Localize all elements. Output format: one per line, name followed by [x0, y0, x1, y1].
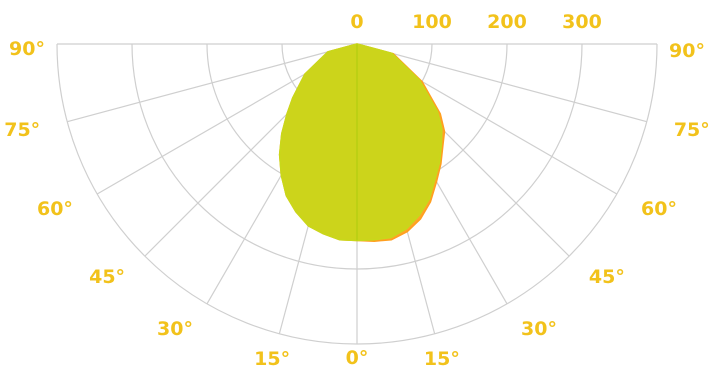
radial-tick-label: 0 — [350, 11, 363, 33]
tick-labels: 0 100 200 300 90° 75° 60° 45° 30° 15° 15° 30° 45° 60°… — [4, 11, 710, 370]
grid-spoke — [356, 43, 647, 123]
radial-tick-label: 100 — [412, 11, 452, 33]
angle-tick-label: 15° — [254, 348, 290, 370]
angle-tick-label: 45° — [589, 266, 625, 288]
angle-tick-label: 75° — [674, 119, 710, 141]
angle-tick-label: 90° — [669, 40, 705, 62]
angle-tick-label: 30° — [521, 318, 557, 340]
angle-tick-label: 45° — [89, 266, 125, 288]
radial-tick-label: 200 — [487, 11, 527, 33]
angle-tick-label-center: 0° — [346, 347, 369, 369]
angle-tick-label: 90° — [9, 38, 45, 60]
polar-series — [278, 43, 446, 242]
angle-tick-label: 30° — [157, 318, 193, 340]
grid-spoke — [67, 43, 358, 123]
angle-tick-label: 75° — [4, 119, 40, 141]
angle-tick-label: 60° — [37, 198, 73, 220]
angle-tick-label: 15° — [424, 348, 460, 370]
series-area — [278, 43, 443, 242]
angle-tick-label: 60° — [641, 198, 677, 220]
radial-tick-label: 300 — [562, 11, 602, 33]
